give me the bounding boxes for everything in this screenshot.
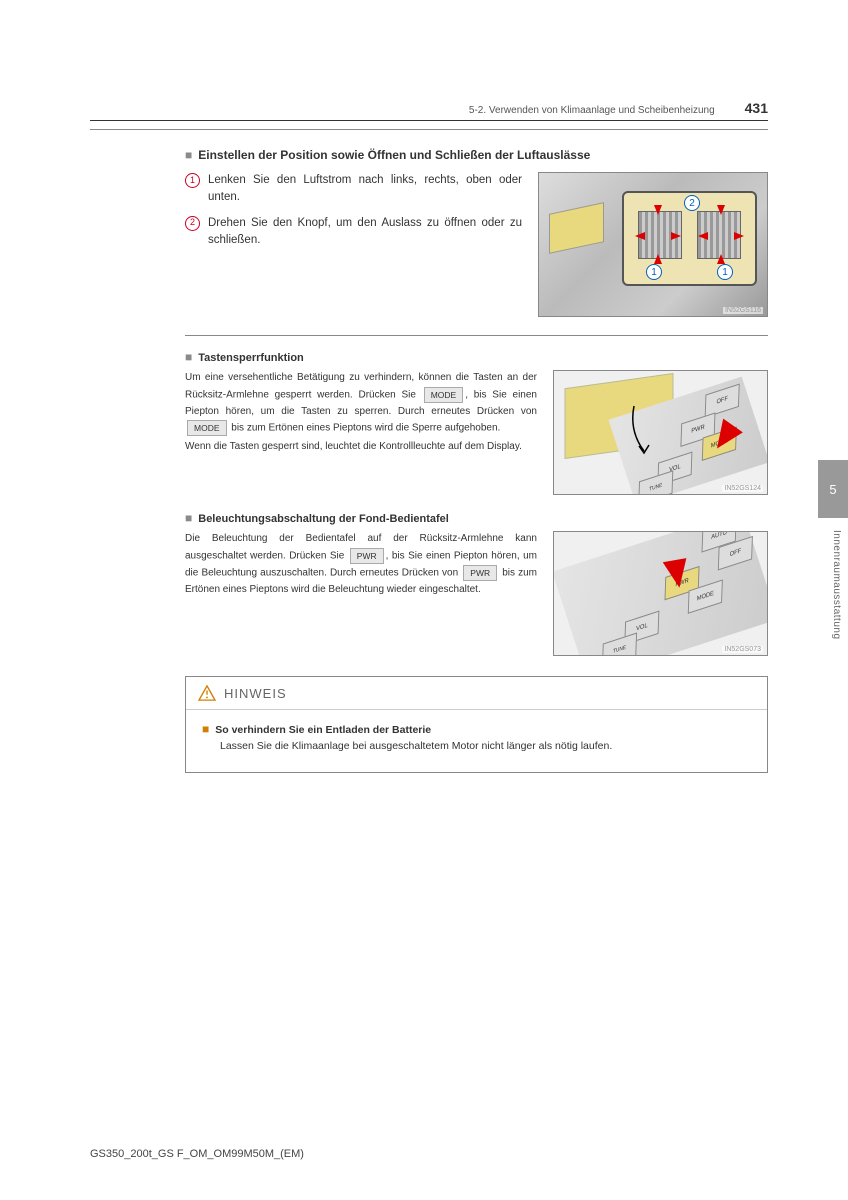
pwr-button-label: PWR <box>463 565 497 581</box>
sec2-body: Um eine versehentliche Betätigung zu ver… <box>185 370 537 456</box>
sec1-item-2: 2 Drehen Sie den Knopf, um den Auslass z… <box>185 215 522 250</box>
divider <box>185 335 768 336</box>
sec1-heading: ■Einstellen der Position sowie Öffnen un… <box>185 148 768 162</box>
circled-2-icon: 2 <box>185 216 200 231</box>
section-label: 5-2. Verwenden von Klimaanlage und Schei… <box>469 105 715 116</box>
notice-header: HINWEIS <box>186 677 767 710</box>
square-bullet-icon: ■ <box>185 350 192 364</box>
figure-vents: 2 1 1 IN52GS116 <box>538 172 768 317</box>
sec2-heading: ■Tastensperrfunktion <box>185 350 768 364</box>
chapter-label: Innenraumausstattung <box>831 530 842 640</box>
figure-lock-panel: OFF PWR MODE VOL TUNE IN52GS124 <box>553 370 768 495</box>
circled-1-icon: 1 <box>185 173 200 188</box>
footer-code: GS350_200t_GS F_OM_OM99M50M_(EM) <box>90 1148 304 1160</box>
red-arrow-icon <box>663 558 691 590</box>
notice-text: Lassen Sie die Klimaanlage bei ausgescha… <box>220 740 751 752</box>
mode-button-label: MODE <box>424 387 464 403</box>
square-bullet-icon: ■ <box>185 148 192 162</box>
fig2-id: IN52GS124 <box>722 485 763 492</box>
sec3-body: Die Beleuchtung der Bedientafel auf der … <box>185 531 537 598</box>
fig1-id: IN52GS116 <box>723 307 763 314</box>
sec3-heading: ■Beleuchtungsabschaltung der Fond-Bedien… <box>185 511 768 525</box>
sec1-item-1: 1 Lenken Sie den Luftstrom nach links, r… <box>185 172 522 207</box>
warning-triangle-icon <box>198 685 216 701</box>
page-number: 431 <box>745 100 768 116</box>
square-bullet-icon: ■ <box>185 511 192 525</box>
notice-box: HINWEIS ■So verhindern Sie ein Entladen … <box>185 676 768 773</box>
figure-light-panel: AUTO OFF PWR MODE VOL TUNE IN52GS073 <box>553 531 768 656</box>
mode-button-label: MODE <box>187 420 227 436</box>
fig3-id: IN52GS073 <box>722 646 763 653</box>
square-bullet-icon: ■ <box>202 722 209 736</box>
notice-title: ■So verhindern Sie ein Entladen der Batt… <box>202 722 751 736</box>
header-rule <box>90 120 768 121</box>
pwr-button-label: PWR <box>350 548 384 564</box>
header-subrule <box>90 129 768 130</box>
chapter-tab: 5 <box>818 460 848 518</box>
